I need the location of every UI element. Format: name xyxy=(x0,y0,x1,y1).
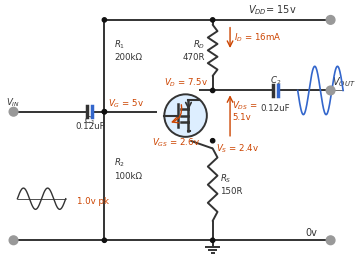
Circle shape xyxy=(102,110,106,114)
Circle shape xyxy=(102,110,106,114)
Text: 0v: 0v xyxy=(305,228,317,238)
Circle shape xyxy=(211,88,215,93)
Circle shape xyxy=(9,107,18,116)
Circle shape xyxy=(102,238,106,242)
Text: $V_D$ = 7.5v: $V_D$ = 7.5v xyxy=(164,76,208,89)
Circle shape xyxy=(326,236,335,245)
Text: $C_1$: $C_1$ xyxy=(84,115,96,127)
Text: $C_2$: $C_2$ xyxy=(270,74,281,87)
Text: $V_{OUT}$: $V_{OUT}$ xyxy=(332,75,355,89)
Text: $R_1$
200kΩ: $R_1$ 200kΩ xyxy=(114,39,142,62)
Text: $R_S$
150R: $R_S$ 150R xyxy=(220,173,243,197)
Circle shape xyxy=(211,238,215,242)
Circle shape xyxy=(326,16,335,24)
Circle shape xyxy=(211,18,215,22)
Text: $R_2$
100kΩ: $R_2$ 100kΩ xyxy=(114,157,142,180)
Circle shape xyxy=(326,86,335,95)
Text: $V_{DD}$= 15v: $V_{DD}$= 15v xyxy=(248,3,297,17)
Text: $V_{DS}$ =
5.1v: $V_{DS}$ = 5.1v xyxy=(232,99,258,122)
Text: $V_G$ = 5v: $V_G$ = 5v xyxy=(108,97,144,110)
Circle shape xyxy=(102,18,106,22)
Circle shape xyxy=(211,138,215,143)
Text: $V_{IN}$: $V_{IN}$ xyxy=(6,96,20,109)
Circle shape xyxy=(9,236,18,245)
Text: $I_D$ = 16mA: $I_D$ = 16mA xyxy=(234,31,281,44)
Text: 1.0v pk: 1.0v pk xyxy=(77,197,109,206)
Circle shape xyxy=(164,94,207,137)
Text: $V_S$ = 2.4v: $V_S$ = 2.4v xyxy=(216,143,259,155)
Text: 0.12uF: 0.12uF xyxy=(75,122,105,131)
Text: $R_D$
470R: $R_D$ 470R xyxy=(182,39,205,62)
Text: $V_{GS}$ = 2.6v: $V_{GS}$ = 2.6v xyxy=(152,137,200,149)
Text: 0.12uF: 0.12uF xyxy=(261,104,290,113)
